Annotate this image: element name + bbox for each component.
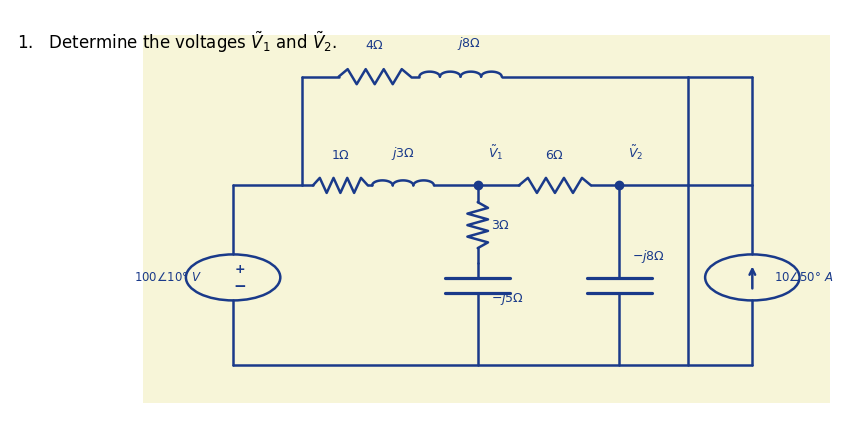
Text: $-j8\Omega$: $-j8\Omega$: [632, 248, 666, 265]
Text: $j3\Omega$: $j3\Omega$: [391, 145, 415, 163]
Bar: [143, 35, 829, 403]
Text: $6\Omega$: $6\Omega$: [545, 149, 565, 163]
Text: $3\Omega$: $3\Omega$: [491, 218, 510, 232]
Text: $-j5\Omega$: $-j5\Omega$: [491, 290, 523, 307]
Text: $4\Omega$: $4\Omega$: [365, 39, 384, 52]
Text: −: −: [233, 279, 246, 294]
Text: 1.   Determine the voltages $\tilde{V}_1$ and $\tilde{V}_2$.: 1. Determine the voltages $\tilde{V}_1$ …: [17, 29, 338, 55]
Text: $\tilde{V}_1$: $\tilde{V}_1$: [488, 144, 504, 163]
Text: $\tilde{V}_2$: $\tilde{V}_2$: [628, 144, 643, 163]
Text: $100\angle10°$ V: $100\angle10°$ V: [134, 271, 202, 284]
Text: $10\angle50°$ A: $10\angle50°$ A: [774, 271, 833, 284]
Text: +: +: [235, 264, 245, 277]
Text: $1\Omega$: $1\Omega$: [331, 149, 350, 163]
Text: $j8\Omega$: $j8\Omega$: [457, 35, 481, 52]
